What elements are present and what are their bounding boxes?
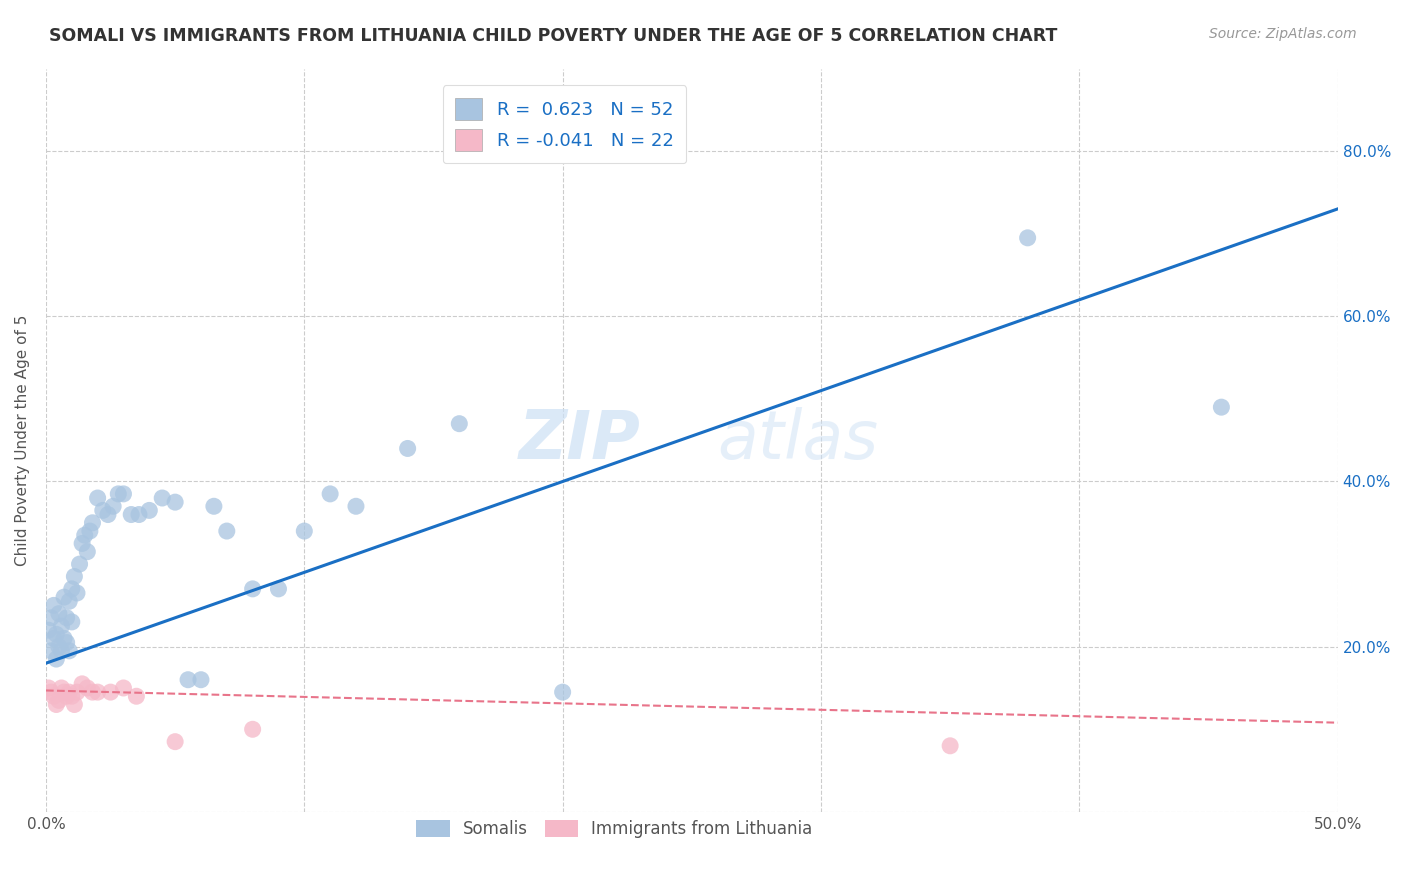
Point [120,508,142,522]
Point [53,590,76,604]
Point [86,491,108,505]
Point [242,582,264,596]
Point [165,734,187,748]
Point [55,611,77,625]
Point [45,627,67,641]
Point [100,685,122,699]
Point [48,607,70,621]
Point [66,586,89,600]
Point [60,690,83,704]
Text: Source: ZipAtlas.com: Source: ZipAtlas.com [1209,27,1357,41]
Point [1017,231,1039,245]
Point [177,673,200,687]
Point [69,557,91,571]
Point [165,495,187,509]
Text: atlas: atlas [717,408,879,473]
Point [97,508,120,522]
Point [91,503,114,517]
Point [70,536,93,550]
Point [128,508,150,522]
Point [82,685,104,699]
Point [60,582,83,596]
Point [51,681,73,695]
Point [101,500,124,514]
Point [39,644,62,658]
Point [292,524,315,538]
Point [76,681,98,695]
Point [1211,400,1233,414]
Legend: Somalis, Immigrants from Lithuania: Somalis, Immigrants from Lithuania [409,813,820,845]
Text: ZIP: ZIP [519,408,640,473]
Text: SOMALI VS IMMIGRANTS FROM LITHUANIA CHILD POVERTY UNDER THE AGE OF 5 CORRELATION: SOMALI VS IMMIGRANTS FROM LITHUANIA CHIL… [49,27,1057,45]
Point [55,635,77,649]
Point [53,632,76,646]
Point [215,524,238,538]
Point [39,611,62,625]
Point [267,582,290,596]
Point [42,632,65,646]
Point [138,503,160,517]
Point [63,698,86,712]
Point [107,487,129,501]
Point [82,516,104,530]
Point [939,739,962,753]
Point [55,690,77,704]
Point [86,685,108,699]
Point [190,673,212,687]
Point [202,500,225,514]
Point [63,569,86,583]
Point [242,723,264,737]
Point [70,677,93,691]
Point [73,528,96,542]
Point [60,615,83,629]
Point [112,681,135,695]
Point [51,619,73,633]
Point [51,644,73,658]
Point [48,693,70,707]
Point [319,487,342,501]
Point [58,685,80,699]
Point [66,685,89,699]
Point [112,487,135,501]
Point [125,690,148,704]
Point [38,623,60,637]
Point [45,652,67,666]
Point [150,491,173,505]
Point [449,417,471,431]
Point [58,594,80,608]
Point [396,442,419,456]
Point [39,685,62,699]
Point [45,698,67,712]
Point [48,640,70,654]
Point [42,599,65,613]
Point [79,524,101,538]
Y-axis label: Child Poverty Under the Age of 5: Child Poverty Under the Age of 5 [15,315,30,566]
Point [42,690,65,704]
Point [38,681,60,695]
Point [53,685,76,699]
Point [344,500,367,514]
Point [58,644,80,658]
Point [76,545,98,559]
Point [551,685,574,699]
